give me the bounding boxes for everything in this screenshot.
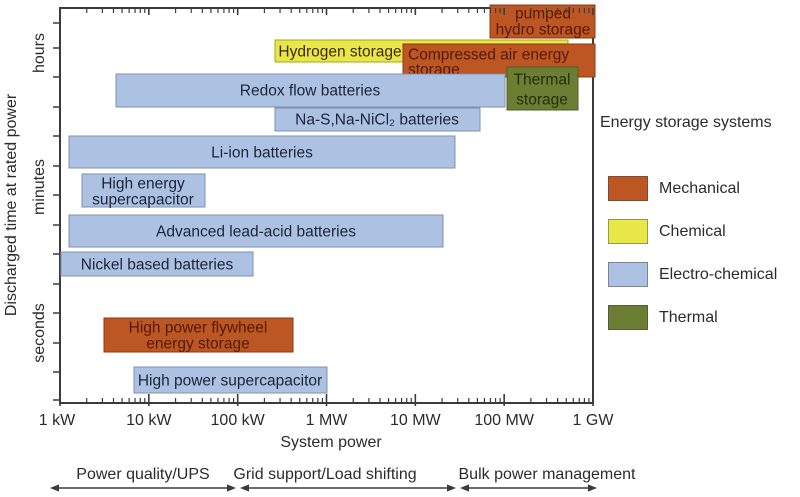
- bar-na-s-na-nicl2: [274, 107, 481, 132]
- bar-nickel-based: [60, 251, 254, 277]
- y-band-label-seconds: seconds: [31, 303, 48, 363]
- app-range-label-power-quality-ups: Power quality/UPS: [76, 466, 209, 483]
- legend-item-electro-chemical: Electro-chemical: [608, 262, 777, 287]
- bar-label-hydrogen-storage-line1: Hydrogen storage: [278, 44, 401, 61]
- bar-li-ion: [68, 135, 456, 169]
- bar-label-pumped-hydro-line1: pumped: [515, 6, 571, 23]
- bar-label-thermal-storage-line1: Thermal: [514, 72, 571, 89]
- x-tick-label-10-mw: 10 MW: [390, 412, 442, 429]
- bar-thermal-storage: [506, 66, 579, 111]
- x-tick-label-10-kw: 10 kW: [126, 412, 172, 429]
- arrow-head-right: [588, 484, 597, 492]
- bar-label-high-power-flywheel-line2: energy storage: [146, 336, 249, 353]
- legend-swatch: [608, 262, 648, 287]
- y-band-label-hours: hours: [31, 33, 48, 73]
- bar-label-compressed-air-line1: Compressed air energy: [408, 47, 569, 64]
- legend-label: Mechanical: [659, 179, 740, 197]
- bar-advanced-lead-acid: [68, 214, 444, 248]
- arrow-head-left: [460, 484, 469, 492]
- y-band-label-minutes: minutes: [31, 159, 48, 215]
- bar-high-energy-supercapacitor: [81, 173, 206, 208]
- arrow-head-right: [447, 484, 456, 492]
- bar-label-advanced-lead-acid-line1: Advanced lead-acid batteries: [156, 224, 356, 241]
- legend-items: Mechanical Chemical Electro-chemical Therma…: [608, 176, 777, 348]
- bar-label-high-energy-supercapacitor-line2: supercapacitor: [92, 192, 194, 209]
- x-tick-label-100-mw: 100 MW: [474, 412, 534, 429]
- legend-swatch: [608, 176, 648, 201]
- bar-redox-flow: [115, 73, 506, 108]
- app-range-label-bulk-power-management: Bulk power management: [459, 466, 637, 483]
- bar-high-power-supercapacitor: [133, 366, 328, 394]
- legend-item-mechanical: Mechanical: [608, 176, 777, 201]
- x-tick-label-1-gw: 1 GW: [573, 412, 615, 429]
- app-range-label-grid-support-load-shifting: Grid support/Load shifting: [233, 466, 416, 483]
- bar-label-thermal-storage-line2: storage: [516, 92, 568, 109]
- legend-label: Electro-chemical: [659, 265, 778, 283]
- bar-label-nickel-based-line1: Nickel based batteries: [81, 257, 234, 274]
- legend-label: Chemical: [659, 222, 726, 240]
- legend-title: Energy storage systems: [600, 114, 772, 131]
- bar-label-na-s-na-nicl2-line1: Na-S,Na-NiCl₂ batteries: [295, 112, 459, 129]
- legend-item-thermal: Thermal: [608, 305, 777, 330]
- x-tick-label-1-kw: 1 kW: [39, 412, 76, 429]
- arrow-head-left: [240, 484, 249, 492]
- bar-label-li-ion-line1: Li-ion batteries: [211, 145, 313, 162]
- x-tick-label-100-kw: 100 kW: [211, 412, 266, 429]
- bar-high-power-flywheel: [103, 317, 294, 353]
- legend: Energy storage systems Mechanical Chemica…: [600, 114, 800, 330]
- legend-swatch: [608, 305, 648, 330]
- arrow-head-right: [227, 484, 236, 492]
- bar-label-pumped-hydro-line2: hydro storage: [496, 22, 591, 39]
- x-tick-label-1-mw: 1 MW: [306, 412, 349, 429]
- bar-label-redox-flow-line1: Redox flow batteries: [240, 83, 381, 100]
- bar-label-high-power-supercapacitor-line1: High power supercapacitor: [138, 373, 322, 390]
- legend-swatch: [608, 219, 648, 244]
- legend-item-chemical: Chemical: [608, 219, 777, 244]
- legend-label: Thermal: [659, 308, 718, 326]
- bar-label-high-energy-supercapacitor-line1: High energy: [101, 176, 185, 193]
- y-axis-title: Discharged time at rated power: [3, 93, 20, 316]
- bar-pumped-hydro: [489, 4, 596, 39]
- bar-label-high-power-flywheel-line1: High power flywheel: [129, 320, 268, 337]
- x-axis-title: System power: [280, 434, 382, 451]
- arrow-head-left: [50, 484, 59, 492]
